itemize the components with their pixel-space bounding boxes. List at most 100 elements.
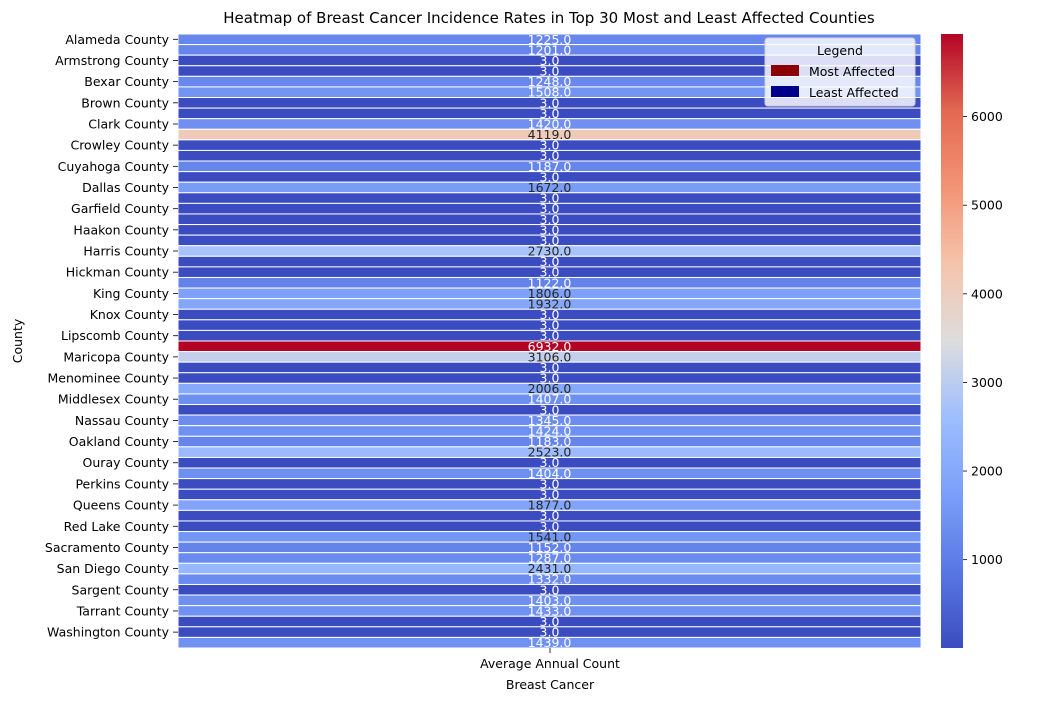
cell-value-label: 1806.0 [528,286,572,301]
colorbar-tick-label: 1000 [971,552,1003,567]
cell-value-label: 1345.0 [528,413,572,428]
cell-value-label: 3.0 [540,138,560,153]
cell-value-label: 3.0 [540,265,560,280]
colorbar-tick-label: 5000 [971,198,1003,213]
colorbar-tick-label: 4000 [971,286,1003,301]
cell-value-label: 3.0 [540,519,560,534]
legend: Legend Most Affected Least Affected [764,37,916,107]
cell-value-label: 3.0 [540,487,560,502]
cell-value-label: 3.0 [540,53,560,68]
cell-value-label: 3.0 [540,148,560,163]
cell-value-label: 3.0 [540,201,560,216]
y-tick-label: Maricopa County [63,349,169,364]
x-axis-label: Breast Cancer [506,677,595,692]
y-tick-label: Hickman County [66,265,170,280]
legend-label-most-affected: Most Affected [809,64,895,79]
cell-value-label: 1508.0 [528,85,572,100]
cell-value-label: 2006.0 [528,381,572,396]
y-tick-label: San Diego County [57,561,170,576]
y-tick-label: Nassau County [75,413,170,428]
y-axis-label: County [10,318,25,363]
cell-value-label: 1287.0 [528,551,572,566]
colorbar-ticks: 1000 2000 3000 4000 5000 6000 [963,109,1003,567]
cell-value-label: 1403.0 [528,593,572,608]
colorbar-tick-label: 2000 [971,464,1003,479]
y-tick-label: Bexar County [84,74,169,89]
cell-value-label: 2431.0 [528,561,572,576]
cell-value-label: 1248.0 [528,74,572,89]
cell-value-label: 3.0 [540,614,560,629]
cell-value-label: 1225.0 [528,32,572,47]
colorbar-tick-label: 6000 [971,109,1003,124]
y-tick-label: Garfield County [71,201,170,216]
cell-value-label: 3.0 [540,582,560,597]
cell-value-label: 1152.0 [528,540,572,555]
heatmap-cell-labels: 1225.01201.03.03.01248.01508.03.03.01420… [528,32,572,650]
cell-value-label: 3.0 [540,307,560,322]
cell-value-label: 3.0 [540,106,560,121]
y-tick-label: Cuyahoga County [58,159,170,174]
cell-value-label: 6932.0 [528,339,572,354]
cell-value-label: 3.0 [540,212,560,227]
cell-value-label: 3.0 [540,318,560,333]
cell-value-label: 3.0 [540,254,560,269]
cell-value-label: 1332.0 [528,572,572,587]
y-tick-label: Dallas County [82,180,169,195]
cell-value-label: 1420.0 [528,116,572,131]
cell-value-label: 1439.0 [528,635,572,650]
cell-value-label: 4119.0 [528,127,572,142]
legend-label-least-affected: Least Affected [809,85,899,100]
cell-value-label: 1672.0 [528,180,572,195]
legend-swatch-most-affected [771,65,799,76]
y-tick-label: King County [93,286,170,301]
y-tick-label: Haakon County [73,222,169,237]
y-tick-label: Tarrant County [76,603,170,618]
y-tick-label: Armstrong County [55,53,170,68]
heatmap-cell [177,636,922,649]
y-tick-label: Clark County [88,116,169,131]
cell-value-label: 1433.0 [528,603,572,618]
cell-value-label: 1541.0 [528,529,572,544]
chart-title: Heatmap of Breast Cancer Incidence Rates… [223,9,875,27]
legend-box [764,37,916,107]
cell-value-label: 3.0 [540,95,560,110]
y-tick-label: Queens County [73,498,170,513]
colorbar-tick-label: 3000 [971,375,1003,390]
y-tick-label: Crowley County [70,138,169,153]
cell-value-label: 3.0 [540,169,560,184]
y-tick-label: Washington County [47,625,170,640]
cell-value-label: 1407.0 [528,392,572,407]
cell-value-label: 2730.0 [528,244,572,259]
cell-value-label: 1183.0 [528,434,572,449]
cell-value-label: 1424.0 [528,423,572,438]
y-tick-label: Menominee County [48,371,170,386]
legend-title: Legend [817,43,863,58]
cell-value-label: 3.0 [540,328,560,343]
y-tick-label: Middlesex County [58,392,170,407]
cell-value-label: 1187.0 [528,159,572,174]
heatmap-cells [177,33,922,649]
cell-value-label: 3.0 [540,191,560,206]
y-tick-label: Red Lake County [64,519,170,534]
y-tick-label: Alameda County [65,32,169,47]
y-tick-label: Sargent County [72,582,170,597]
y-tick-label: Oakland County [69,434,170,449]
y-tick-label: Knox County [90,307,170,322]
x-tick-label: Average Annual Count [480,656,620,671]
y-tick-label: Perkins County [75,476,169,491]
cell-value-label: 1201.0 [528,42,572,57]
y-tick-label: Ouray County [83,455,170,470]
cell-value-label: 1122.0 [528,275,572,290]
legend-swatch-least-affected [771,86,799,97]
cell-value-label: 3106.0 [528,349,572,364]
cell-value-label: 3.0 [540,625,560,640]
cell-value-label: 3.0 [540,360,560,375]
cell-value-label: 3.0 [540,508,560,523]
y-tick-label: Lipscomb County [61,328,170,343]
cell-value-label: 1932.0 [528,296,572,311]
cell-value-label: 3.0 [540,222,560,237]
cell-value-label: 2523.0 [528,445,572,460]
colorbar [941,34,963,648]
cell-value-label: 3.0 [540,371,560,386]
